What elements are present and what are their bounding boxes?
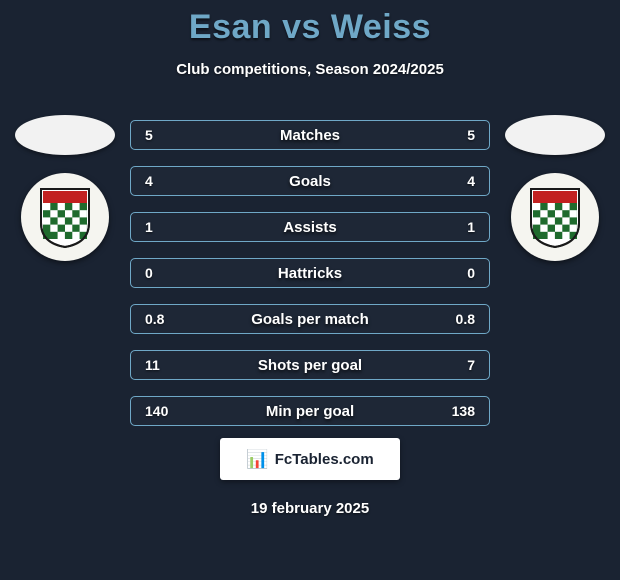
stat-left-value: 5 — [145, 127, 175, 143]
stat-row-shots-per-goal: 11 Shots per goal 7 — [130, 350, 490, 380]
stat-label: Matches — [280, 127, 340, 144]
stat-left-value: 4 — [145, 173, 175, 189]
stats-table: 5 Matches 5 4 Goals 4 1 Assists 1 0 Hatt… — [130, 120, 490, 426]
stat-row-goals-per-match: 0.8 Goals per match 0.8 — [130, 304, 490, 334]
stat-left-value: 140 — [145, 403, 175, 419]
player-right-avatar — [505, 115, 605, 155]
stat-right-value: 7 — [445, 357, 475, 373]
stat-label: Assists — [283, 219, 336, 236]
player-left-club-badge — [21, 173, 109, 261]
stat-right-value: 0.8 — [445, 311, 475, 327]
season-subtitle: Club competitions, Season 2024/2025 — [0, 61, 620, 78]
stat-label: Goals — [289, 173, 331, 190]
stat-right-value: 138 — [445, 403, 475, 419]
stat-label: Min per goal — [266, 403, 354, 420]
stat-row-hattricks: 0 Hattricks 0 — [130, 258, 490, 288]
shield-icon — [37, 185, 93, 249]
stat-left-value: 0 — [145, 265, 175, 281]
stat-left-value: 1 — [145, 219, 175, 235]
stat-left-value: 11 — [145, 357, 175, 373]
brand-watermark: 📊 FcTables.com — [220, 438, 400, 480]
player-right-column — [500, 115, 610, 261]
stat-row-min-per-goal: 140 Min per goal 138 — [130, 396, 490, 426]
page-title: Esan vs Weiss — [0, 0, 620, 47]
player-left-column — [10, 115, 120, 261]
stat-right-value: 0 — [445, 265, 475, 281]
footer-date: 19 february 2025 — [0, 500, 620, 517]
stat-right-value: 1 — [445, 219, 475, 235]
stat-label: Shots per goal — [258, 357, 362, 374]
stat-left-value: 0.8 — [145, 311, 175, 327]
stat-row-goals: 4 Goals 4 — [130, 166, 490, 196]
stat-label: Hattricks — [278, 265, 342, 282]
stat-row-assists: 1 Assists 1 — [130, 212, 490, 242]
brand-text: FcTables.com — [275, 451, 374, 468]
stat-label: Goals per match — [251, 311, 369, 328]
shield-icon — [527, 185, 583, 249]
player-right-club-badge — [511, 173, 599, 261]
player-left-avatar — [15, 115, 115, 155]
stat-row-matches: 5 Matches 5 — [130, 120, 490, 150]
chart-icon: 📊 — [246, 449, 268, 470]
stat-right-value: 5 — [445, 127, 475, 143]
stat-right-value: 4 — [445, 173, 475, 189]
